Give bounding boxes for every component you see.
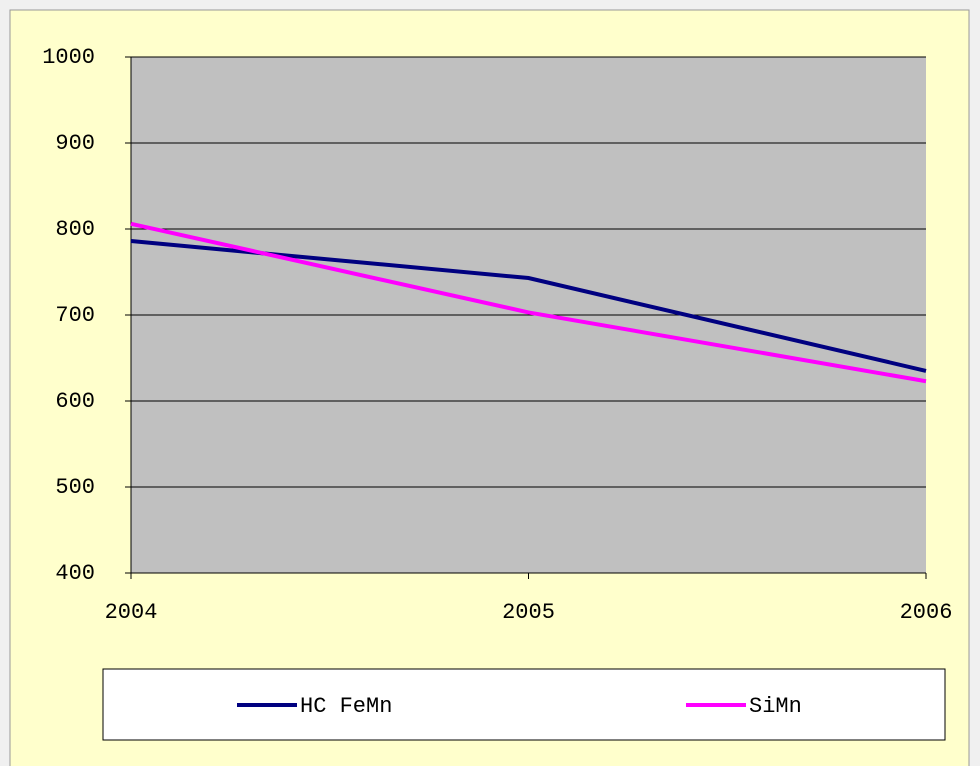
x-tick-label: 2005 <box>502 600 555 625</box>
x-tick-label: 2004 <box>105 600 158 625</box>
x-tick-label: 2006 <box>900 600 953 625</box>
y-tick-label: 1000 <box>42 45 95 70</box>
series-line <box>130 221 927 384</box>
y-tick-label: 900 <box>55 131 95 156</box>
legend-box <box>102 668 946 741</box>
legend-label: SiMn <box>749 694 802 719</box>
y-tick-label: 400 <box>55 561 95 586</box>
y-tick-label: 600 <box>55 389 95 414</box>
y-tick-label: 700 <box>55 303 95 328</box>
y-tick-label: 800 <box>55 217 95 242</box>
legend-label: HC FeMn <box>300 694 392 719</box>
y-tick-label: 500 <box>55 475 95 500</box>
